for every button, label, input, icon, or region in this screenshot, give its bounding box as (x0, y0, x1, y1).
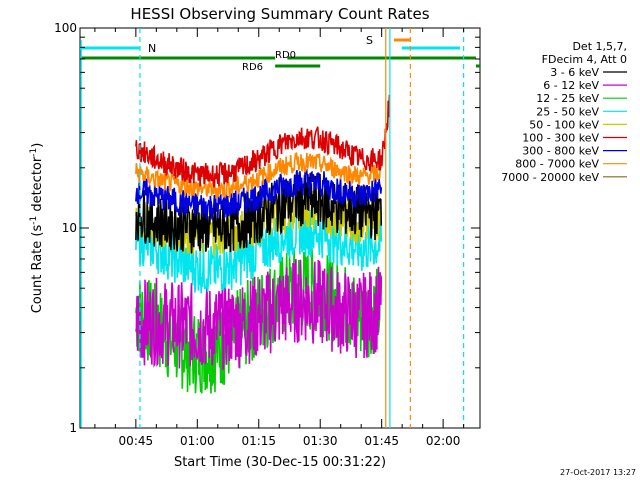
x-tick-label: 00:45 (119, 434, 154, 448)
y-tick-label: 1 (69, 421, 77, 435)
data-layer (135, 94, 391, 394)
series-line-100-300keV (135, 94, 391, 188)
legend-label: 12 - 25 keV (536, 92, 599, 105)
x-tick-label: 01:15 (241, 434, 276, 448)
x-tick-label: 01:30 (303, 434, 338, 448)
legend-header-1: Det 1,5,7, (572, 40, 627, 53)
x-axis-label: Start Time (30-Dec-15 00:31:22) (174, 455, 386, 470)
series-line-800-7000keV (135, 152, 382, 200)
y-axis-label: Count Rate (s-1 detector-1) (29, 143, 45, 314)
series-line-25-50keV (135, 204, 383, 294)
x-tick-label: 01:00 (180, 434, 215, 448)
y-tick-label: 10 (62, 221, 77, 235)
legend-label: 300 - 800 keV (522, 145, 599, 158)
x-tick-label: 02:00 (426, 434, 461, 448)
y-tick-label: 100 (54, 21, 77, 35)
legend-label: 7000 - 20000 keV (501, 171, 599, 184)
flare-label: S (366, 34, 373, 47)
legend-label: 6 - 12 keV (543, 79, 599, 92)
series-line-300-800keV (135, 168, 383, 221)
x-tick-label: 01:45 (364, 434, 399, 448)
legend-header-2: FDecim 4, Att 0 (542, 53, 627, 66)
rd0-label: RD0 (275, 50, 296, 61)
date-stamp: 27-Oct-2017 13:27 (560, 468, 636, 477)
chart-title: HESSI Observing Summary Count Rates (130, 5, 429, 23)
legend-label: 3 - 6 keV (550, 66, 599, 79)
tick-layer: 1 10 100 00:45 01:00 01:15 01:30 01:45 02:00 (54, 21, 480, 448)
legend-label: 800 - 7000 keV (515, 158, 599, 171)
legend-label: 100 - 300 keV (522, 132, 599, 145)
series-line-6-12keV (135, 259, 383, 370)
rd6-label: RD6 (242, 62, 263, 73)
legend-label: 50 - 100 keV (529, 118, 599, 131)
annotation-layer: N RD0 RD6 S (80, 28, 480, 428)
legend-label: 25 - 50 keV (536, 105, 599, 118)
saa-label: N (148, 42, 156, 55)
